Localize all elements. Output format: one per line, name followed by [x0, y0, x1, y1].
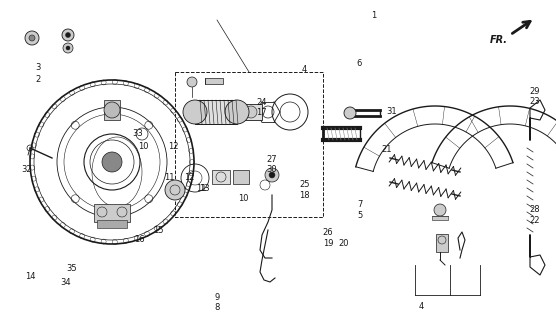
- Circle shape: [62, 29, 74, 41]
- Bar: [104, 100, 120, 120]
- Text: 31: 31: [386, 107, 398, 116]
- Text: 5: 5: [358, 211, 363, 220]
- Text: 16: 16: [133, 235, 145, 244]
- Text: 12: 12: [168, 142, 178, 151]
- Bar: [436, 234, 448, 252]
- Text: 3: 3: [35, 63, 41, 72]
- Circle shape: [183, 100, 207, 124]
- Bar: [205, 78, 223, 84]
- Text: 18: 18: [299, 191, 310, 200]
- Bar: [432, 216, 448, 220]
- Circle shape: [66, 33, 71, 37]
- Circle shape: [434, 204, 446, 216]
- Text: FR.: FR.: [490, 35, 508, 45]
- Text: 9: 9: [214, 293, 220, 302]
- Circle shape: [265, 168, 279, 182]
- Text: 34: 34: [60, 278, 71, 287]
- Circle shape: [29, 35, 35, 41]
- Circle shape: [66, 46, 70, 50]
- Circle shape: [63, 43, 73, 53]
- Text: 24: 24: [256, 98, 266, 107]
- Text: 13: 13: [199, 184, 210, 193]
- Text: 26: 26: [322, 228, 334, 237]
- Bar: [97, 220, 127, 228]
- Circle shape: [102, 152, 122, 172]
- Text: 11: 11: [165, 173, 175, 182]
- Text: 15: 15: [153, 226, 163, 235]
- Text: 4: 4: [302, 65, 307, 74]
- Text: 6: 6: [356, 59, 361, 68]
- Circle shape: [165, 180, 185, 200]
- Text: 10: 10: [239, 194, 249, 203]
- Text: 7: 7: [358, 200, 363, 209]
- Bar: [212, 170, 230, 184]
- Text: 8: 8: [214, 303, 220, 312]
- Text: 10: 10: [138, 142, 148, 151]
- Text: 17: 17: [256, 108, 267, 117]
- Text: 14: 14: [26, 272, 36, 281]
- Text: 30: 30: [266, 165, 277, 174]
- Text: 23: 23: [529, 97, 540, 106]
- Text: 29: 29: [530, 87, 540, 96]
- Circle shape: [25, 31, 39, 45]
- Text: 28: 28: [529, 205, 540, 214]
- Bar: [233, 170, 249, 184]
- Text: 33: 33: [132, 129, 143, 138]
- Circle shape: [269, 172, 275, 178]
- Text: 1: 1: [371, 11, 376, 20]
- Text: 11: 11: [196, 184, 206, 193]
- Text: 4: 4: [419, 302, 424, 311]
- Bar: [240, 104, 262, 120]
- Circle shape: [245, 106, 257, 118]
- Circle shape: [344, 107, 356, 119]
- Text: 27: 27: [266, 155, 277, 164]
- Text: 22: 22: [530, 216, 540, 225]
- Bar: [175, 72, 323, 217]
- Circle shape: [104, 102, 120, 118]
- Circle shape: [225, 100, 249, 124]
- Text: 20: 20: [339, 239, 349, 248]
- Text: 32: 32: [21, 165, 32, 174]
- Text: 2: 2: [35, 76, 41, 84]
- Text: 25: 25: [300, 180, 310, 189]
- Text: 12: 12: [184, 173, 194, 182]
- Bar: [94, 204, 130, 222]
- Text: 21: 21: [381, 145, 391, 154]
- Circle shape: [187, 77, 197, 87]
- Bar: [195, 100, 237, 124]
- Text: 35: 35: [66, 264, 77, 273]
- Text: 19: 19: [323, 239, 333, 248]
